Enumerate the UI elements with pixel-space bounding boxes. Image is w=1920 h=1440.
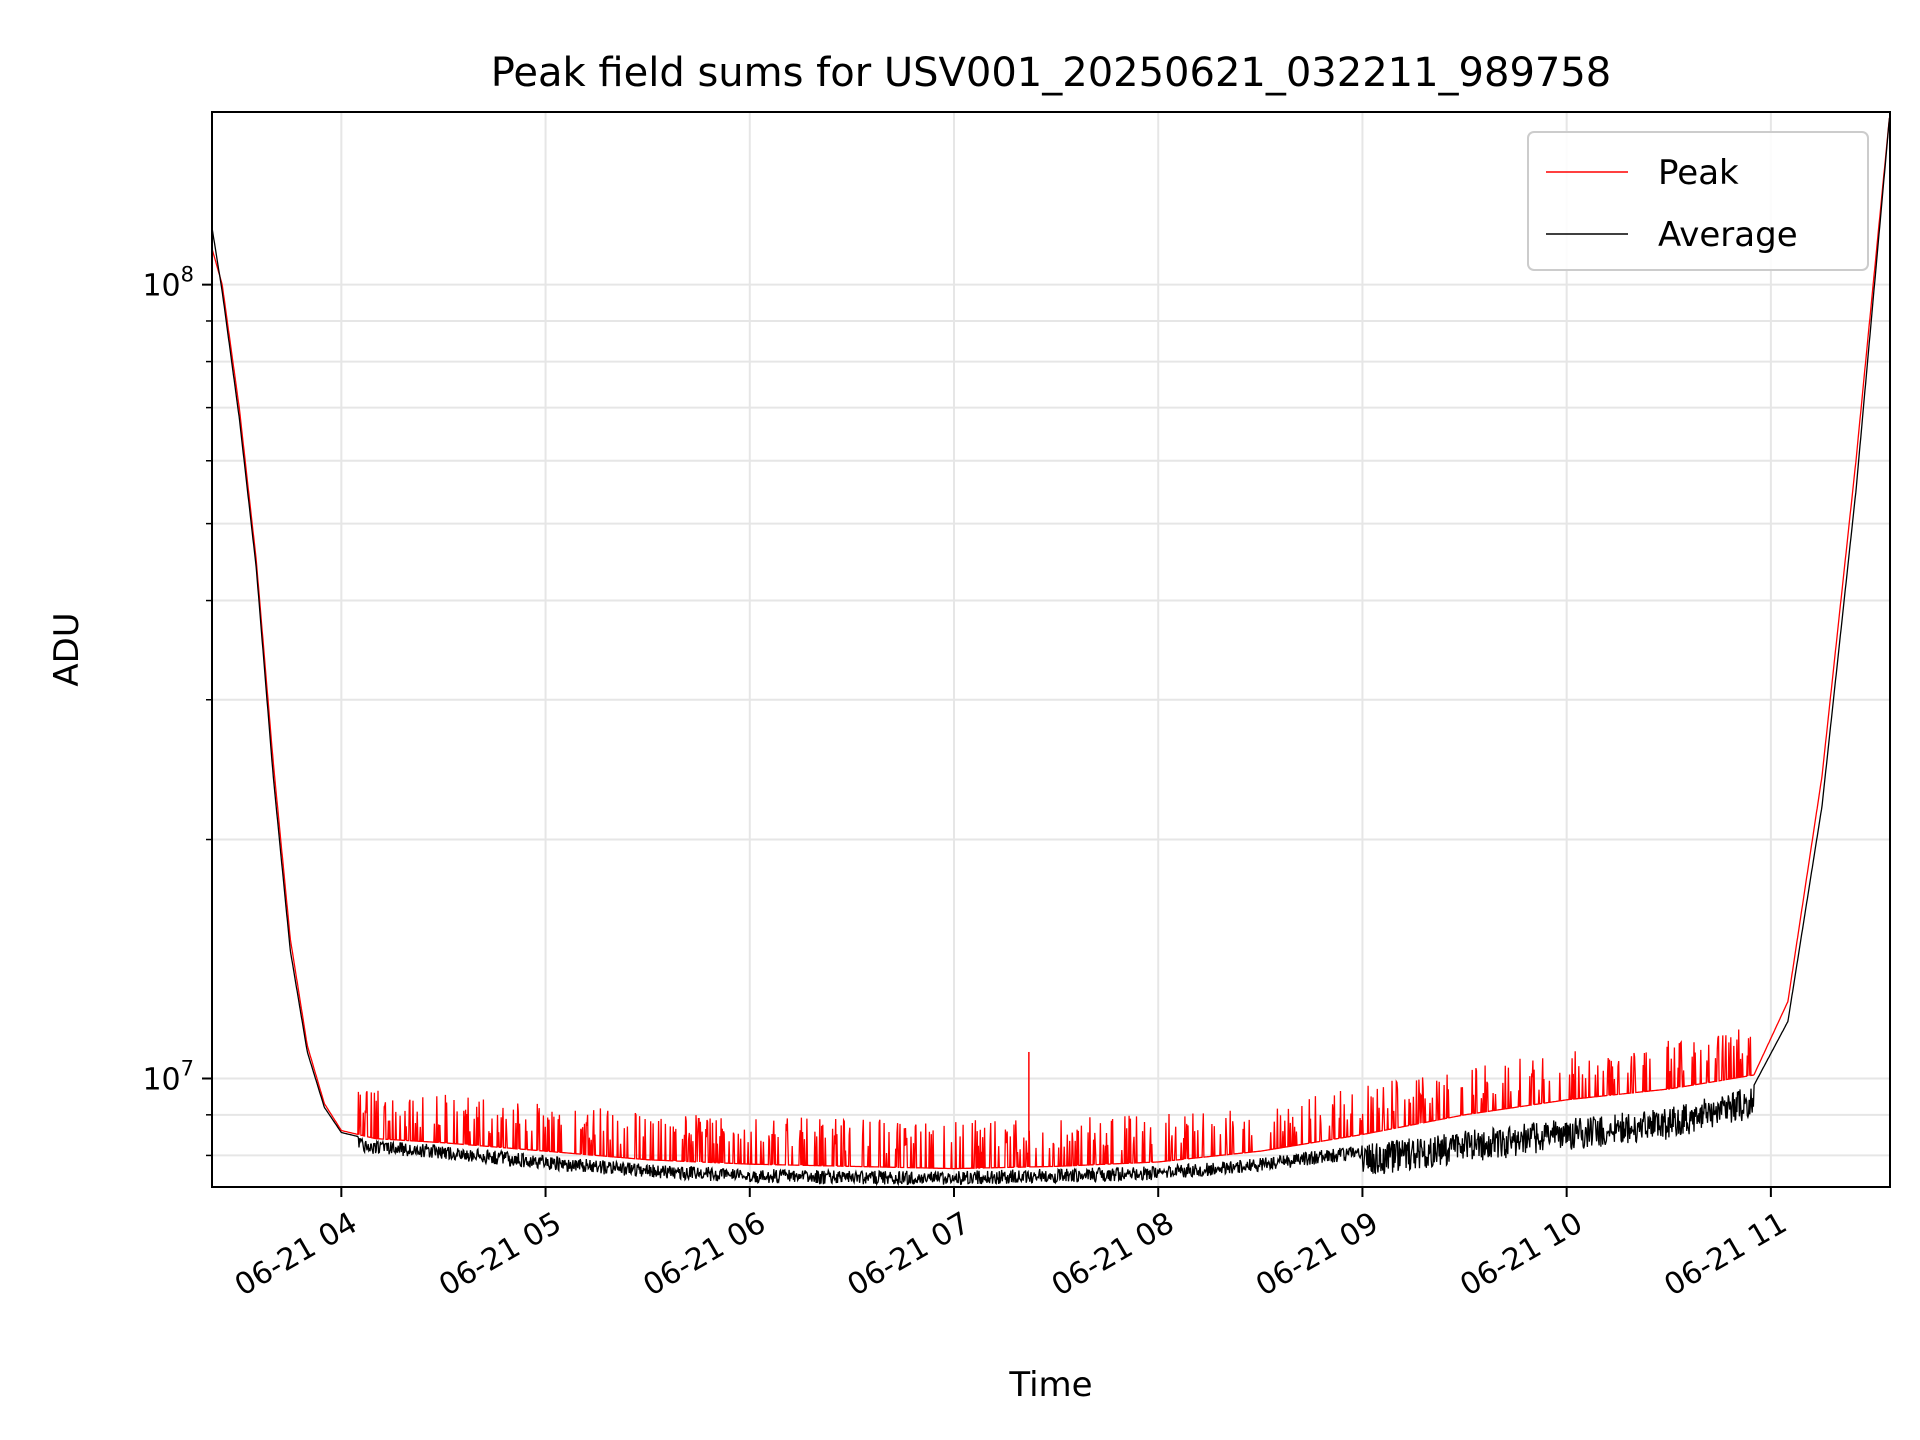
chart-title: Peak field sums for USV001_20250621_0322…: [491, 50, 1612, 96]
x-axis-label: Time: [1008, 1365, 1092, 1405]
legend-label-average: Average: [1658, 215, 1798, 255]
legend-label-peak: Peak: [1658, 153, 1739, 193]
legend: Peak Average: [1528, 132, 1868, 270]
y-axis-label: ADU: [47, 612, 87, 686]
